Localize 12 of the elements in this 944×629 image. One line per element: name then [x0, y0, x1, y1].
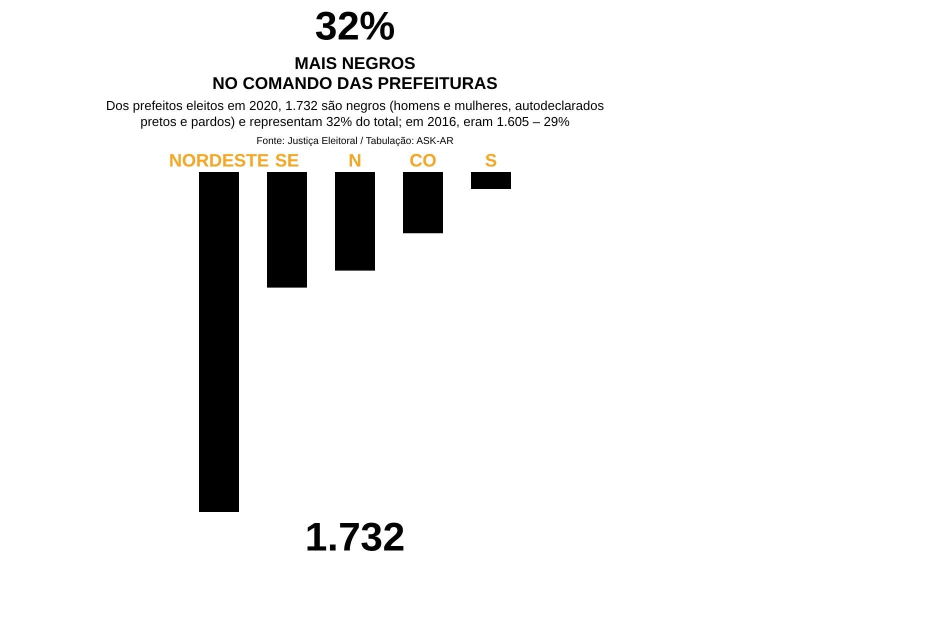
source-note: Fonte: Justiça Eleitoral / Tabulação: ASK-AR [256, 136, 454, 147]
text: pretos e pardos) e representam 32% do total; em 2016, eram 1.605 – 29% [140, 114, 570, 129]
text: Dos prefeitos eleitos em 2020, 1.732 são negros (homens e mulheres, autodeclarados [106, 98, 604, 113]
text: MAIS NEGROS [294, 54, 416, 73]
x-tick-label: S [484, 150, 498, 170]
text: 1.732 [304, 516, 406, 560]
x-tick-label: N [348, 150, 362, 170]
x-tick-label: CO [410, 150, 436, 170]
x-tick-label: SE [274, 150, 300, 170]
text: 32% [314, 4, 396, 48]
x-tick-label: NORDESTE [168, 150, 270, 170]
text: NO COMANDO DAS PREFEITURAS [212, 74, 498, 93]
